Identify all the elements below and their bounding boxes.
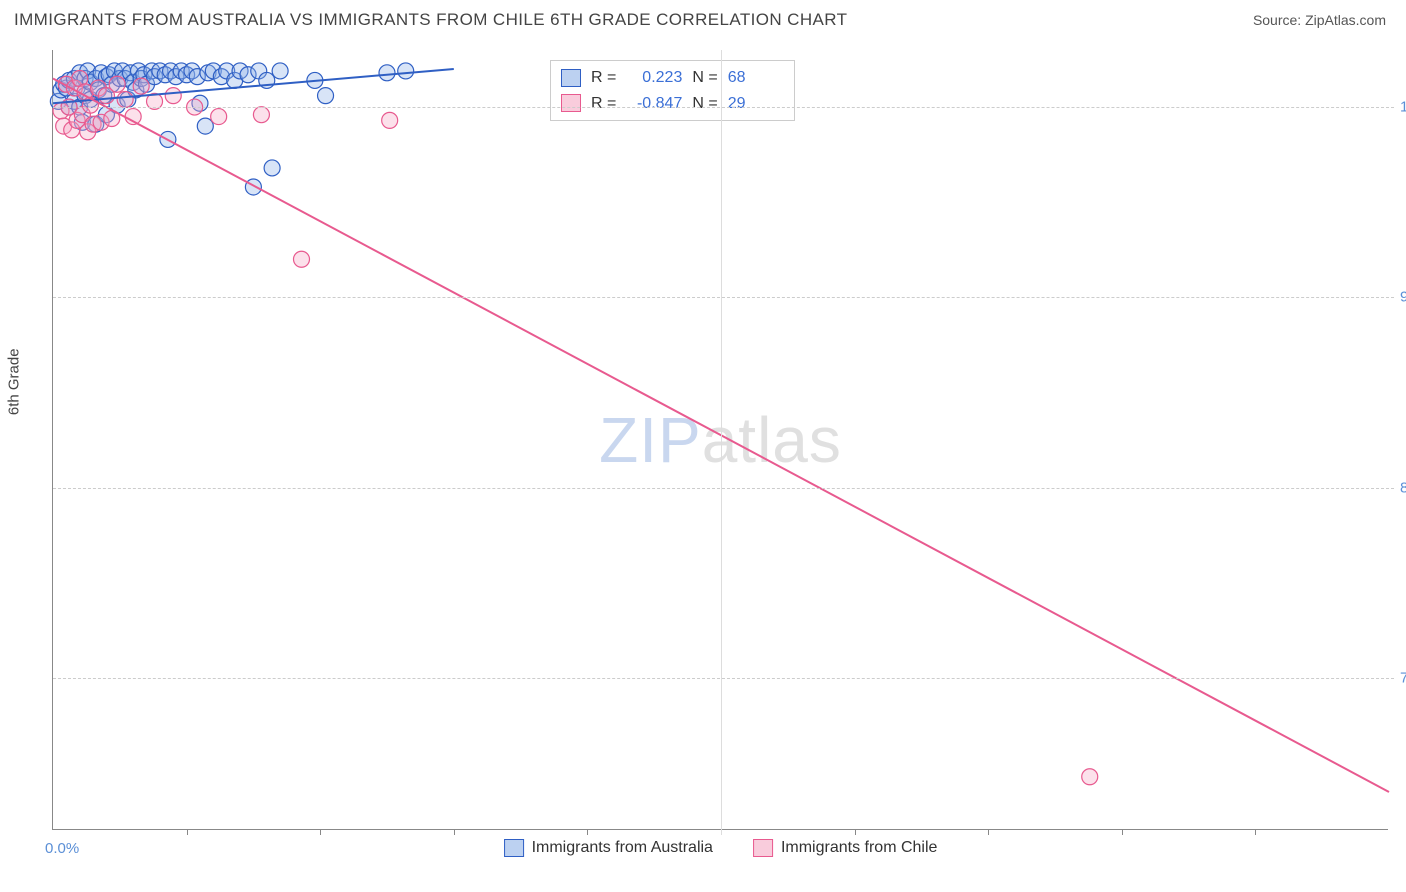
gridline-h [53,107,1394,108]
y-axis-label: 6th Grade [6,348,23,415]
source-label: Source: ZipAtlas.com [1253,12,1386,28]
y-tick-label: 90.0% [1400,289,1406,306]
r-value: -0.847 [626,91,682,117]
n-label: N = [692,91,717,117]
x-minor-tick [1122,829,1123,835]
r-label: R = [591,65,616,91]
x-minor-tick [454,829,455,835]
data-point [272,63,288,79]
y-tick-label: 80.0% [1400,479,1406,496]
x-minor-tick [988,829,989,835]
bottom-legend-label: Immigrants from Chile [781,839,937,857]
gridline-h [53,488,1394,489]
y-tick-label: 100.0% [1400,99,1406,116]
x-minor-tick [855,829,856,835]
chart-title: IMMIGRANTS FROM AUSTRALIA VS IMMIGRANTS … [14,10,847,30]
legend-swatch [561,69,581,87]
bottom-legend: Immigrants from Australia Immigrants from… [504,839,938,857]
r-value: 0.223 [626,65,682,91]
gridline-h [53,678,1394,679]
x-tick-min: 0.0% [45,840,79,857]
y-tick-label: 70.0% [1400,669,1406,686]
n-value: 29 [728,91,784,117]
stats-legend-row: R = 0.223 N = 68 [561,65,784,91]
legend-swatch [561,94,581,112]
data-point [165,88,181,104]
data-point [382,112,398,128]
stats-legend-row: R = -0.847 N = 29 [561,91,784,117]
data-point [253,107,269,123]
legend-swatch [753,839,773,857]
x-minor-tick [1255,829,1256,835]
bottom-legend-item: Immigrants from Chile [753,839,937,857]
chart-plot-area: ZIPatlas R =0.223N =68R =-0.847N =29 Imm… [52,50,1388,830]
x-minor-tick [187,829,188,835]
data-point [117,91,133,107]
data-point [264,160,280,176]
source-prefix: Source: [1253,12,1305,28]
data-point [197,118,213,134]
data-point [245,179,261,195]
bottom-legend-item: Immigrants from Australia [504,839,713,857]
data-point [293,251,309,267]
bottom-legend-label: Immigrants from Australia [532,839,713,857]
data-point [318,88,334,104]
r-label: R = [591,91,616,117]
gridline-h [53,297,1394,298]
data-point [1082,769,1098,785]
gridline-v [721,50,722,835]
data-point [379,65,395,81]
n-label: N = [692,65,717,91]
n-value: 68 [728,65,784,91]
data-point [109,76,125,92]
data-point [211,109,227,125]
data-point [398,63,414,79]
stats-legend: R = 0.223 N = 68 R = -0.847 N = 29 [550,60,795,121]
x-minor-tick [320,829,321,835]
data-point [133,78,149,94]
source-name: ZipAtlas.com [1305,12,1386,28]
x-minor-tick [587,829,588,835]
legend-swatch [504,839,524,857]
